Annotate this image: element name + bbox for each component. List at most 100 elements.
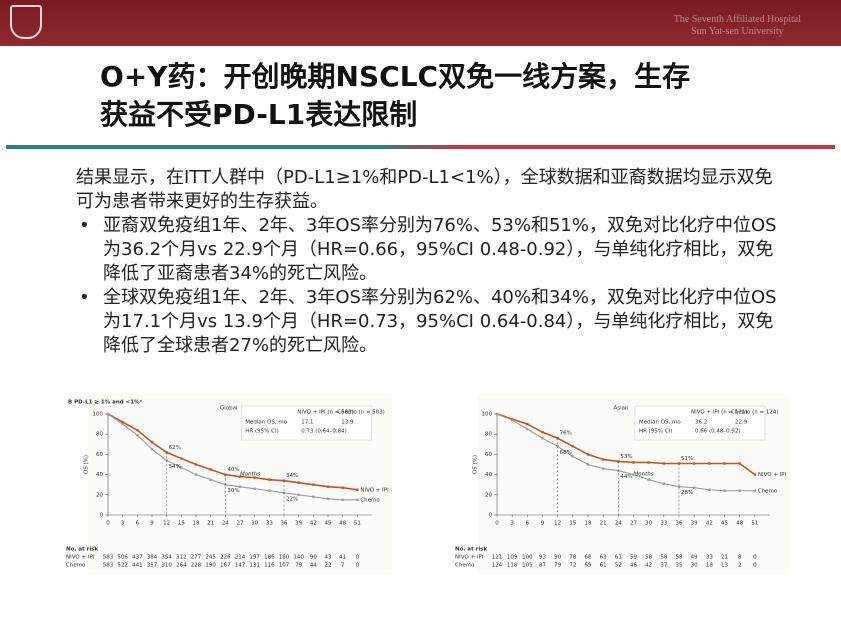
at-risk-count: 22 [325, 563, 332, 569]
censor-mark [601, 467, 605, 470]
at-risk-count: 354 [161, 555, 172, 561]
censor-mark [692, 462, 696, 465]
annotation: 22% [286, 496, 298, 502]
at-risk-count: 522 [117, 563, 128, 569]
x-tick-label: 39 [691, 521, 698, 527]
at-risk-count: 61 [600, 563, 607, 569]
y-tick-label: 60 [485, 452, 492, 458]
info-value: 22.9 [735, 420, 748, 426]
at-risk-count: 2 [738, 563, 742, 569]
at-risk-count: 21 [721, 555, 728, 561]
censor-mark [224, 473, 227, 476]
x-tick-label: 15 [178, 521, 185, 527]
annotation: 68% [560, 450, 572, 456]
at-risk-count: 100 [522, 555, 533, 561]
info-row-label: Median OS, mo [639, 420, 681, 426]
x-axis-label: Months [240, 472, 260, 478]
x-tick-label: 18 [585, 521, 592, 527]
info-value: 0.66 (0.48–0.92) [695, 429, 741, 435]
title-line: 获益不受PD-L1表达限制 [100, 98, 418, 131]
at-risk-count: 180 [279, 555, 290, 561]
censor-mark [571, 455, 575, 458]
at-risk-count: 59 [630, 555, 637, 561]
header-bar: The Seventh Affiliated Hospital Sun Yat-… [0, 0, 841, 46]
at-risk-count: 140 [293, 555, 304, 561]
at-risk-count: 105 [522, 563, 533, 569]
x-axis-label: Months [634, 472, 654, 478]
at-risk-count: 214 [235, 555, 246, 561]
censor-mark [541, 437, 544, 440]
at-risk-count: 78 [569, 555, 576, 561]
censor-mark [356, 498, 359, 502]
censor-mark [586, 463, 590, 466]
x-tick-label: 39 [295, 521, 302, 527]
censor-mark [136, 434, 139, 437]
censor-mark [121, 420, 124, 424]
at-risk-count: 583 [103, 563, 114, 569]
at-risk-count: 42 [645, 563, 652, 569]
info-box [241, 405, 372, 441]
at-risk-count: 109 [507, 555, 518, 561]
at-risk-count: 52 [615, 563, 622, 569]
censor-mark [632, 461, 635, 464]
y-tick-label: 0 [100, 513, 104, 519]
annotation: 34% [286, 473, 298, 479]
chart-title: Global [220, 406, 238, 412]
at-risk-count: 441 [132, 563, 143, 569]
y-tick-label: 100 [93, 412, 104, 418]
at-risk-count: 41 [339, 555, 346, 561]
info-column: NIVO + IPI (n = 121) [691, 410, 748, 416]
survival-curve [107, 413, 358, 491]
at-risk-count: 357 [147, 563, 158, 569]
censor-mark [662, 482, 666, 485]
censor-mark [253, 487, 256, 490]
x-tick-label: 21 [600, 521, 607, 527]
y-tick-label: 80 [96, 432, 103, 438]
x-tick-label: 0 [106, 521, 110, 527]
legend-label: Chemo [758, 488, 778, 494]
at-risk-count: 245 [205, 555, 216, 561]
censor-mark [647, 478, 650, 481]
y-tick-label: 60 [96, 452, 103, 458]
x-tick-label: 9 [150, 521, 154, 527]
censor-mark [326, 485, 330, 488]
x-tick-label: 6 [136, 521, 140, 527]
at-risk-count: 68 [585, 555, 592, 561]
info-value: 36.2 [695, 420, 707, 426]
at-risk-count: 58 [676, 555, 683, 561]
at-risk-count: 228 [191, 563, 202, 569]
at-risk-count: 312 [176, 555, 187, 561]
at-risk-count: 61 [615, 555, 622, 561]
x-tick-label: 48 [736, 521, 743, 527]
annotation: 30% [227, 488, 239, 494]
x-tick-label: 27 [630, 521, 637, 527]
annotation: 76% [560, 431, 572, 437]
info-value: 0.73 (0.64–0.84) [301, 429, 347, 435]
censor-mark [526, 422, 529, 426]
x-tick-label: 45 [325, 521, 332, 527]
y-tick-label: 80 [485, 432, 492, 438]
at-risk-count: 167 [220, 563, 231, 569]
info-value: 17.1 [301, 420, 313, 426]
censor-mark [136, 428, 139, 432]
at-risk-count: 0 [753, 563, 757, 569]
at-risk-count: 35 [676, 563, 683, 569]
at-risk-count: 124 [492, 563, 503, 569]
at-risk-count: 79 [554, 563, 561, 569]
at-risk-title: No. at risk [455, 547, 488, 553]
at-risk-count: 93 [539, 555, 546, 561]
censor-mark [341, 486, 344, 489]
at-risk-count: 506 [117, 555, 128, 561]
at-risk-count: 226 [220, 555, 231, 561]
annotation: 40% [227, 467, 239, 473]
at-risk-count: 8 [738, 555, 742, 561]
x-tick-label: 42 [706, 521, 713, 527]
censor-mark [312, 495, 315, 499]
y-tick-label: 20 [485, 492, 492, 498]
x-tick-label: 3 [121, 521, 125, 527]
x-tick-label: 21 [207, 521, 214, 527]
censor-mark [150, 441, 154, 444]
at-risk-count: 79 [295, 563, 302, 569]
at-risk-count: 90 [554, 555, 561, 561]
